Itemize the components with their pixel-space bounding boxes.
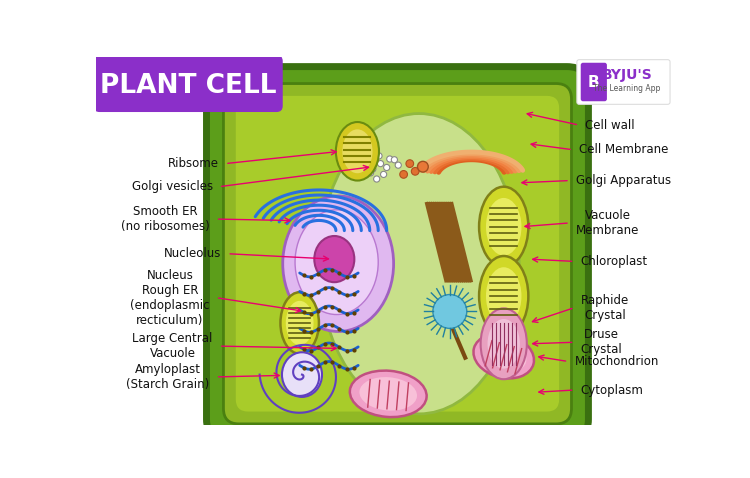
FancyBboxPatch shape — [206, 66, 589, 441]
Circle shape — [433, 294, 466, 328]
Ellipse shape — [479, 256, 528, 336]
Circle shape — [411, 167, 419, 175]
Text: BYJU'S: BYJU'S — [602, 68, 652, 82]
Ellipse shape — [359, 377, 417, 411]
Text: PLANT CELL: PLANT CELL — [100, 73, 276, 99]
Ellipse shape — [286, 301, 314, 345]
Ellipse shape — [486, 198, 521, 256]
Ellipse shape — [282, 352, 322, 397]
Ellipse shape — [280, 292, 319, 354]
Text: Chloroplast: Chloroplast — [580, 255, 648, 268]
Circle shape — [387, 156, 393, 162]
Text: B: B — [588, 75, 600, 89]
Text: Nucleus
Rough ER
(endoplasmic
recticulum): Nucleus Rough ER (endoplasmic recticulum… — [130, 269, 209, 326]
Circle shape — [400, 171, 407, 178]
Circle shape — [374, 176, 380, 182]
Text: Cell Membrane: Cell Membrane — [579, 143, 668, 156]
Text: The Learning App: The Learning App — [593, 84, 661, 93]
Ellipse shape — [473, 334, 534, 379]
Ellipse shape — [336, 122, 379, 181]
Text: Nucleolus: Nucleolus — [164, 247, 221, 260]
Circle shape — [368, 170, 374, 176]
Text: Large Central
Vacuole: Large Central Vacuole — [132, 332, 213, 360]
Text: Golgi Apparatus: Golgi Apparatus — [576, 174, 671, 187]
Text: Amyloplast
(Starch Grain): Amyloplast (Starch Grain) — [126, 363, 209, 391]
FancyBboxPatch shape — [577, 60, 670, 104]
Circle shape — [366, 157, 372, 163]
Circle shape — [418, 161, 428, 172]
Circle shape — [395, 162, 401, 168]
Ellipse shape — [479, 187, 528, 267]
Text: Druse
Crystal: Druse Crystal — [580, 328, 622, 356]
Text: Cytoplasm: Cytoplasm — [580, 383, 644, 396]
Text: Raphide
Crystal: Raphide Crystal — [580, 293, 629, 322]
Ellipse shape — [295, 210, 378, 315]
Circle shape — [392, 157, 398, 163]
Circle shape — [406, 160, 414, 167]
Ellipse shape — [486, 267, 521, 325]
Text: Mitochondrion: Mitochondrion — [574, 355, 659, 368]
Ellipse shape — [488, 319, 520, 369]
Ellipse shape — [283, 196, 394, 331]
Text: Ribsome: Ribsome — [168, 157, 219, 170]
Text: Smooth ER
(no ribosomes): Smooth ER (no ribosomes) — [121, 205, 209, 233]
Ellipse shape — [319, 114, 519, 414]
FancyBboxPatch shape — [93, 55, 283, 112]
Ellipse shape — [314, 236, 354, 282]
FancyBboxPatch shape — [236, 96, 560, 412]
FancyBboxPatch shape — [580, 63, 607, 101]
Circle shape — [376, 153, 382, 159]
FancyBboxPatch shape — [224, 84, 572, 424]
Circle shape — [383, 164, 390, 171]
Circle shape — [377, 161, 383, 167]
Text: Vacuole
Membrane: Vacuole Membrane — [576, 209, 640, 237]
Ellipse shape — [481, 308, 526, 379]
Ellipse shape — [342, 130, 373, 173]
Ellipse shape — [350, 370, 427, 417]
Text: Cell wall: Cell wall — [585, 119, 635, 131]
Text: Golgi vesicles: Golgi vesicles — [131, 180, 213, 193]
Circle shape — [380, 171, 387, 177]
Circle shape — [370, 166, 376, 172]
Ellipse shape — [481, 340, 526, 372]
